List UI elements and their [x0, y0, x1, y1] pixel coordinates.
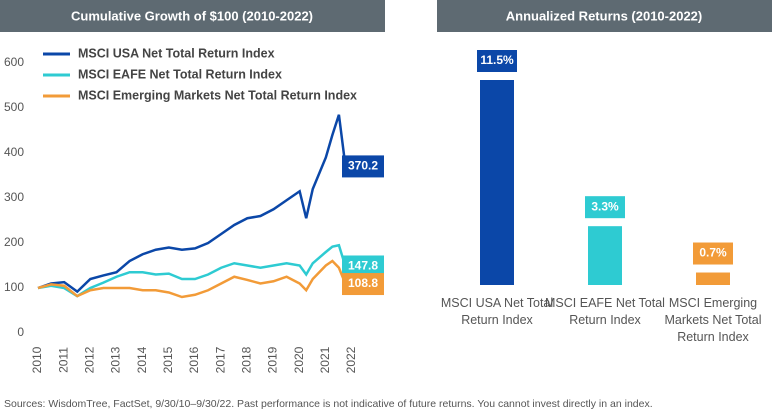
x-tick-label: 2015 — [161, 346, 175, 373]
header-bar — [0, 0, 385, 32]
legend-label: MSCI Emerging Markets Net Total Return I… — [78, 88, 357, 102]
y-tick-label: 0 — [17, 325, 24, 339]
x-tick-label: 2011 — [56, 347, 70, 373]
value-label: 11.5% — [480, 53, 514, 67]
y-tick-label: 100 — [4, 280, 24, 294]
y-tick-label: 400 — [4, 145, 24, 159]
value-label: 3.3% — [591, 199, 619, 213]
end-label: 147.8 — [348, 259, 378, 273]
x-tick-label: 2019 — [266, 346, 280, 373]
end-label: 108.8 — [348, 276, 378, 290]
bar — [696, 272, 730, 285]
chart-title: Annualized Returns (2010-2022) — [506, 8, 703, 23]
category-label: MSCI EAFE Net Total Return Index — [545, 296, 665, 327]
series-line — [37, 243, 347, 298]
x-tick-label: 2018 — [240, 346, 254, 373]
y-tick-label: 200 — [4, 235, 24, 249]
end-label-box — [342, 155, 384, 178]
x-tick-label: 2021 — [318, 346, 332, 373]
x-tick-label: 2022 — [344, 346, 358, 373]
legend-label: MSCI USA Net Total Return Index — [78, 46, 275, 60]
header-bar — [437, 0, 772, 32]
category-label: MSCI USA Net Total Return Index — [440, 296, 554, 327]
x-tick-label: 2014 — [135, 346, 149, 373]
series-line — [37, 114, 347, 294]
footnote: Sources: WisdomTree, FactSet, 9/30/10–9/… — [4, 398, 653, 410]
end-label-box — [342, 273, 384, 296]
series-line — [37, 259, 347, 299]
value-label: 0.7% — [699, 246, 727, 260]
category-label: MSCI Emerging Markets Net Total Return I… — [664, 296, 762, 344]
y-tick-label: 600 — [4, 55, 24, 69]
x-tick-label: 2017 — [213, 346, 227, 373]
end-label: 370.2 — [348, 159, 378, 173]
x-tick-label: 2012 — [83, 346, 97, 373]
value-label-box — [585, 196, 625, 219]
x-tick-label: 2010 — [30, 346, 44, 373]
x-tick-label: 2020 — [292, 346, 306, 373]
end-label-box — [342, 255, 384, 278]
y-tick-label: 300 — [4, 190, 24, 204]
legend-label: MSCI EAFE Net Total Return Index — [78, 67, 282, 81]
bar — [588, 226, 622, 285]
value-label-box — [477, 50, 517, 72]
x-tick-label: 2016 — [187, 346, 201, 373]
value-label-box — [693, 242, 733, 265]
x-tick-label: 2013 — [109, 346, 123, 373]
y-tick-label: 500 — [4, 100, 24, 114]
chart-title: Cumulative Growth of $100 (2010-2022) — [71, 8, 313, 23]
bar — [480, 80, 514, 285]
